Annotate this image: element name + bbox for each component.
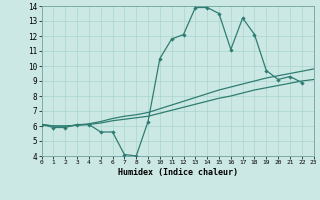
X-axis label: Humidex (Indice chaleur): Humidex (Indice chaleur) [118,168,237,177]
